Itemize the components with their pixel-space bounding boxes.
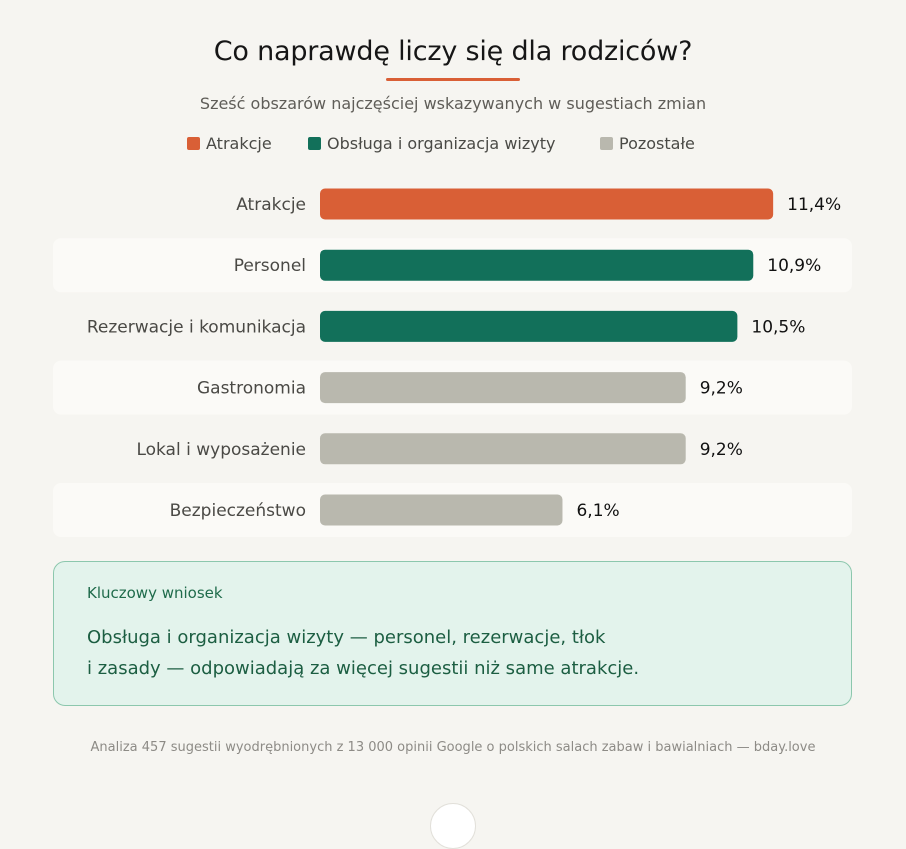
- bar: [320, 372, 686, 404]
- value-label: 9,2%: [700, 379, 743, 399]
- callout-text: Obsługa i organizacja wizyty — personel,…: [87, 622, 817, 684]
- legend-swatch-pozostale: [600, 137, 613, 150]
- chart-title: Co naprawdę liczy się dla rodziców?: [213, 36, 693, 67]
- scroll-button[interactable]: [430, 803, 476, 849]
- category-label: Gastronomia: [197, 379, 306, 399]
- legend-item-atrakcje: Atrakcje: [187, 134, 272, 153]
- bar: [320, 433, 686, 465]
- legend-label: Obsługa i organizacja wizyty: [327, 134, 556, 153]
- category-label: Lokal i wyposażenie: [136, 440, 306, 460]
- category-label: Atrakcje: [236, 195, 306, 215]
- chart-subtitle: Sześć obszarów najczęściej wskazywanych …: [199, 94, 707, 113]
- value-label: 6,1%: [576, 501, 619, 521]
- bar: [320, 494, 563, 526]
- legend-label: Pozostałe: [619, 134, 695, 153]
- bar: [320, 310, 738, 342]
- legend-item-obsluga: Obsługa i organizacja wizyty: [308, 134, 555, 153]
- value-label: 10,5%: [751, 317, 805, 337]
- bar: [320, 188, 774, 220]
- title-underline: [386, 78, 520, 81]
- legend-label: Atrakcje: [206, 134, 272, 153]
- bar-chart: Atrakcje 11,4% Personel 10,9% Rezerwacje i k…: [53, 188, 852, 537]
- key-insight-callout: Kluczowy wniosek Obsługa i organizacja w…: [53, 561, 852, 706]
- callout-label: Kluczowy wniosek: [87, 584, 223, 602]
- bar: [320, 249, 754, 281]
- source-footnote: Analiza 457 sugestii wyodrębnionych z 13…: [90, 740, 816, 755]
- legend-swatch-obsluga: [308, 137, 321, 150]
- callout-text-line-1: Obsługa i organizacja wizyty — personel,…: [87, 627, 606, 648]
- category-label: Bezpieczeństwo: [170, 501, 306, 521]
- category-label: Rezerwacje i komunikacja: [87, 317, 306, 337]
- value-label: 10,9%: [767, 256, 821, 276]
- callout-text-line-2: i zasady — odpowiadają za więcej sugesti…: [87, 658, 640, 679]
- legend-item-pozostale: Pozostałe: [600, 134, 695, 153]
- legend-swatch-atrakcje: [187, 137, 200, 150]
- value-label: 9,2%: [700, 440, 743, 460]
- value-label: 11,4%: [787, 195, 841, 215]
- category-label: Personel: [234, 256, 306, 276]
